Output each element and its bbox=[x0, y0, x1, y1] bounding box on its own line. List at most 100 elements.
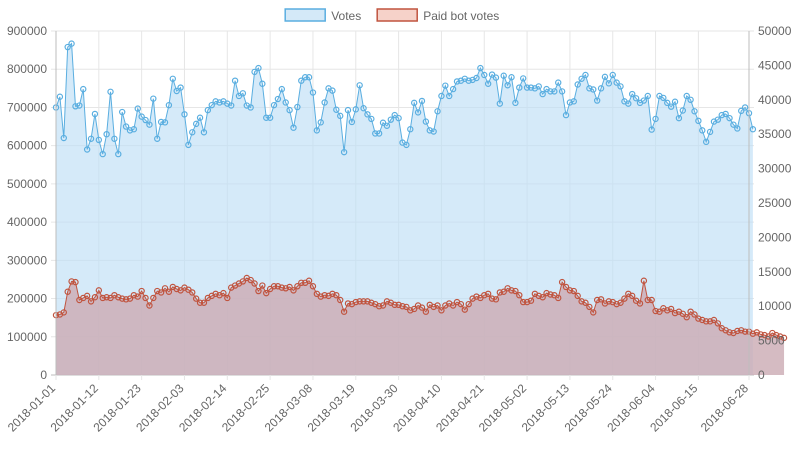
votes-point[interactable] bbox=[177, 84, 184, 91]
votes-point[interactable] bbox=[566, 99, 574, 106]
paid-bot-votes-point[interactable] bbox=[629, 292, 636, 300]
votes-point[interactable] bbox=[535, 83, 542, 90]
paid-bot-votes-point[interactable] bbox=[142, 294, 149, 302]
votes-point[interactable] bbox=[741, 104, 749, 111]
paid-bot-votes-point[interactable] bbox=[558, 278, 566, 286]
paid-bot-votes-point[interactable] bbox=[465, 300, 472, 308]
paid-bot-votes-point[interactable] bbox=[527, 297, 535, 304]
votes-point[interactable] bbox=[551, 88, 558, 95]
votes-point[interactable] bbox=[185, 141, 192, 149]
votes-point[interactable] bbox=[356, 82, 363, 89]
votes-point[interactable] bbox=[169, 75, 176, 82]
paid-bot-votes-point[interactable] bbox=[492, 296, 500, 303]
paid-bot-votes-point[interactable] bbox=[508, 287, 515, 294]
paid-bot-votes-point[interactable] bbox=[644, 296, 651, 304]
votes-point[interactable] bbox=[204, 106, 212, 114]
votes-point[interactable] bbox=[301, 74, 309, 81]
votes-point[interactable] bbox=[200, 129, 208, 136]
paid-bot-votes-point[interactable] bbox=[597, 296, 605, 303]
paid-bot-votes-point[interactable] bbox=[395, 301, 402, 309]
paid-bot-votes-point[interactable] bbox=[566, 287, 574, 294]
votes-point[interactable] bbox=[671, 98, 679, 105]
paid-bot-votes-point[interactable] bbox=[161, 285, 169, 292]
paid-bot-votes-point[interactable] bbox=[340, 308, 348, 315]
paid-bot-votes-point[interactable] bbox=[648, 296, 655, 304]
votes-point[interactable] bbox=[56, 93, 64, 100]
votes-point[interactable] bbox=[481, 71, 488, 79]
votes-point[interactable] bbox=[593, 97, 601, 104]
paid-bot-votes-point[interactable] bbox=[333, 291, 340, 299]
votes-point[interactable] bbox=[714, 116, 722, 123]
legend-item-paid-bot-votes[interactable]: Paid bot votes bbox=[376, 8, 499, 23]
paid-bot-votes-point[interactable] bbox=[593, 296, 601, 304]
votes-point[interactable] bbox=[695, 117, 702, 125]
paid-bot-votes-point[interactable] bbox=[134, 293, 141, 300]
paid-bot-votes-point[interactable] bbox=[461, 306, 468, 313]
paid-bot-votes-point[interactable] bbox=[360, 298, 367, 305]
paid-bot-votes-point[interactable] bbox=[352, 298, 359, 306]
votes-point[interactable] bbox=[161, 119, 169, 126]
votes-point[interactable] bbox=[702, 138, 710, 146]
paid-bot-votes-point[interactable] bbox=[710, 316, 718, 324]
votes-point[interactable] bbox=[83, 146, 91, 153]
paid-bot-votes-point[interactable] bbox=[173, 285, 180, 293]
votes-point[interactable] bbox=[387, 116, 395, 123]
votes-point[interactable] bbox=[348, 118, 356, 126]
votes-point[interactable] bbox=[687, 96, 694, 104]
paid-bot-votes-point[interactable] bbox=[103, 294, 110, 301]
votes-point[interactable] bbox=[660, 94, 667, 102]
paid-bot-votes-point[interactable] bbox=[667, 305, 675, 313]
votes-point[interactable] bbox=[407, 126, 414, 133]
votes-point[interactable] bbox=[270, 101, 278, 109]
votes-point[interactable] bbox=[208, 101, 215, 109]
votes-point[interactable] bbox=[278, 85, 286, 93]
votes-point[interactable] bbox=[368, 115, 375, 123]
votes-point[interactable] bbox=[726, 114, 733, 122]
paid-bot-votes-point[interactable] bbox=[83, 292, 91, 300]
votes-point[interactable] bbox=[652, 115, 659, 123]
paid-bot-votes-point[interactable] bbox=[192, 295, 200, 302]
paid-bot-votes-point[interactable] bbox=[60, 309, 67, 316]
votes-point[interactable] bbox=[274, 95, 282, 103]
votes-point[interactable] bbox=[640, 97, 648, 104]
votes-point[interactable] bbox=[216, 99, 223, 106]
paid-bot-votes-point[interactable] bbox=[422, 308, 430, 315]
legend[interactable]: Votes Paid bot votes bbox=[284, 8, 499, 23]
paid-bot-votes-point[interactable] bbox=[305, 277, 313, 284]
paid-bot-votes-point[interactable] bbox=[368, 299, 375, 306]
paid-bot-votes-point[interactable] bbox=[578, 298, 585, 305]
votes-point[interactable] bbox=[130, 126, 138, 133]
paid-bot-votes-point[interactable] bbox=[68, 278, 75, 285]
votes-point[interactable] bbox=[504, 82, 511, 89]
paid-bot-votes-point[interactable] bbox=[130, 291, 138, 299]
votes-point[interactable] bbox=[118, 108, 126, 116]
votes-point[interactable] bbox=[76, 102, 83, 109]
votes-point[interactable] bbox=[667, 103, 675, 110]
paid-bot-votes-point[interactable] bbox=[379, 302, 387, 309]
votes-point[interactable] bbox=[574, 81, 581, 88]
votes-point[interactable] bbox=[115, 150, 122, 158]
paid-bot-votes-point[interactable] bbox=[418, 304, 426, 311]
votes-point[interactable] bbox=[372, 130, 379, 137]
paid-bot-votes-point[interactable] bbox=[309, 283, 317, 290]
paid-bot-votes-point[interactable] bbox=[247, 276, 254, 284]
votes-point[interactable] bbox=[718, 111, 725, 119]
votes-point[interactable] bbox=[438, 92, 445, 100]
votes-point[interactable] bbox=[333, 106, 340, 113]
paid-bot-votes-point[interactable] bbox=[570, 287, 578, 295]
paid-bot-votes-point[interactable] bbox=[263, 289, 270, 297]
votes-point[interactable] bbox=[418, 97, 426, 105]
paid-bot-votes-point[interactable] bbox=[780, 334, 788, 342]
votes-point[interactable] bbox=[519, 75, 527, 82]
paid-bot-votes-point[interactable] bbox=[734, 327, 741, 335]
paid-bot-votes-point[interactable] bbox=[714, 320, 722, 327]
paid-bot-votes-point[interactable] bbox=[146, 302, 153, 309]
votes-point[interactable] bbox=[625, 100, 632, 107]
paid-bot-votes-point[interactable] bbox=[317, 293, 324, 300]
votes-point[interactable] bbox=[247, 104, 254, 111]
votes-point[interactable] bbox=[730, 121, 737, 128]
paid-bot-votes-point[interactable] bbox=[496, 289, 504, 296]
paid-bot-votes-point[interactable] bbox=[582, 299, 589, 306]
votes-point[interactable] bbox=[340, 148, 348, 156]
paid-bot-votes-point[interactable] bbox=[356, 298, 363, 305]
